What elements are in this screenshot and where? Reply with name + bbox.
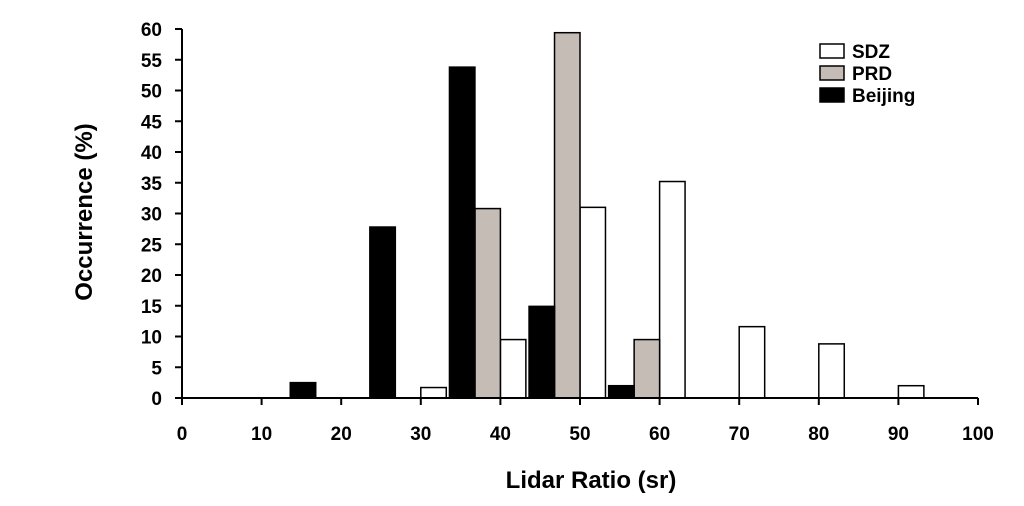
bar-sdz-70 [738,325,766,399]
bar-prd-50 [553,31,581,399]
bar-beijing-40 [448,66,476,399]
y-tick-label: 55 [141,51,163,72]
y-tick-label: 35 [141,174,163,195]
y-tick-label: 15 [141,297,163,318]
x-axis-title: Lidar Ratio (sr) [506,467,677,494]
x-tick-label: 60 [649,424,670,445]
y-tick-label: 5 [151,358,162,379]
x-tick-label: 10 [251,424,272,445]
x-tick-label: 80 [808,424,829,445]
y-tick-label: 30 [141,205,162,226]
legend-label-prd: PRD [852,64,892,85]
bar-sdz-30 [420,386,448,399]
bars-layer [289,31,925,399]
y-axis-title: Occurrence (%) [71,123,98,300]
y-tick-label: 20 [141,266,162,287]
bar-beijing-20 [289,381,317,399]
bar-sdz-90 [897,384,925,399]
x-tick-label: 90 [888,424,909,445]
y-tick-label: 50 [141,82,162,103]
legend-swatch-prd [819,65,845,81]
x-tick-label: 50 [569,424,590,445]
bar-sdz-50 [579,206,607,399]
legend-label-beijing: Beijing [852,86,915,107]
y-tick-label: 10 [141,328,162,349]
x-tick-label: 40 [490,424,511,445]
x-tick-label: 30 [410,424,431,445]
x-tick-label: 0 [177,424,188,445]
x-tick-label: 100 [962,424,994,445]
bar-sdz-40 [499,338,527,399]
legend-label-sdz: SDZ [852,42,890,63]
y-tick-label: 40 [141,143,162,164]
bar-prd-60 [633,338,661,399]
bar-beijing-50 [528,305,556,399]
bar-prd-40 [474,207,502,399]
bar-beijing-60 [607,384,635,399]
y-tick-label: 25 [141,235,163,256]
y-tick-label: 45 [141,112,163,133]
x-ticks: 0 10 20 30 40 50 60 70 80 90 100 [177,398,994,445]
x-tick-label: 20 [331,424,352,445]
bar-sdz-80 [818,343,846,399]
y-tick-label: 60 [141,20,162,41]
y-ticks: 0 5 10 15 20 25 30 35 40 45 50 55 60 [141,20,182,410]
bar-beijing-30 [369,226,397,399]
bar-sdz-60 [658,180,686,399]
legend-swatch-beijing [819,87,845,103]
y-tick-label: 0 [151,389,162,410]
legend-swatch-sdz [819,43,845,59]
x-tick-label: 70 [729,424,750,445]
